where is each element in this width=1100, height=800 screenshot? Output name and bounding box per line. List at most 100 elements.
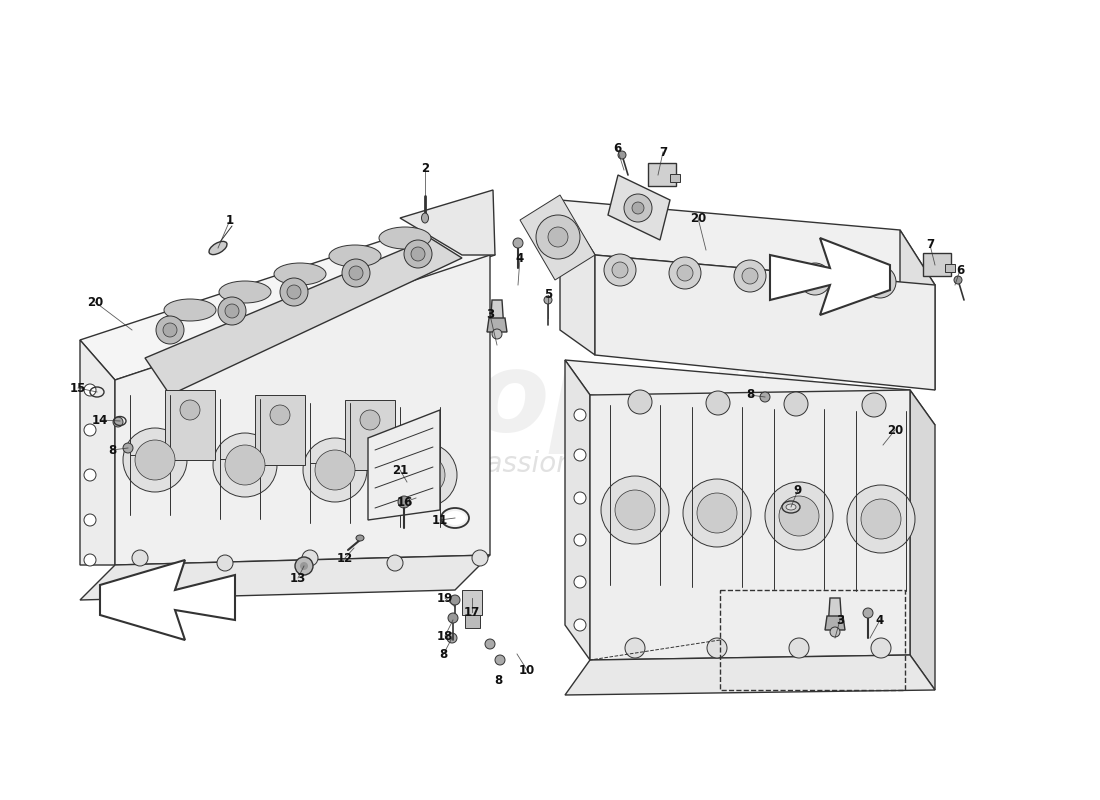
Circle shape [404,240,432,268]
Polygon shape [116,255,490,565]
Polygon shape [828,598,842,628]
Circle shape [217,555,233,571]
Polygon shape [165,390,214,460]
Polygon shape [487,318,507,332]
Ellipse shape [356,535,364,541]
Circle shape [807,271,823,287]
Circle shape [954,276,962,284]
Polygon shape [565,360,935,425]
Circle shape [625,638,645,658]
Ellipse shape [219,281,271,303]
Polygon shape [560,200,935,285]
Polygon shape [648,163,676,186]
Polygon shape [900,230,935,390]
Circle shape [544,296,552,304]
Text: 20: 20 [887,423,903,437]
Circle shape [349,266,363,280]
Ellipse shape [274,263,326,285]
Circle shape [697,493,737,533]
Circle shape [707,638,727,658]
Text: 17: 17 [464,606,480,618]
Polygon shape [945,264,955,272]
Text: europarts: europarts [265,346,879,454]
Circle shape [405,455,446,495]
Text: 4: 4 [876,614,884,626]
Circle shape [300,562,308,570]
Text: 4: 4 [516,251,524,265]
Circle shape [270,405,290,425]
Circle shape [213,433,277,497]
Bar [720,590,905,690]
Circle shape [226,304,239,318]
Circle shape [871,638,891,658]
Polygon shape [465,615,480,628]
Text: 6: 6 [613,142,621,154]
Circle shape [615,490,654,530]
Circle shape [513,238,522,248]
Circle shape [628,390,652,414]
Circle shape [604,254,636,286]
Circle shape [163,323,177,337]
Text: 19: 19 [437,591,453,605]
Text: 5: 5 [543,289,552,302]
Circle shape [132,550,148,566]
Text: 8: 8 [108,443,117,457]
Polygon shape [145,238,462,395]
Circle shape [872,274,888,290]
Circle shape [84,384,96,396]
Circle shape [536,215,580,259]
Circle shape [218,297,246,325]
Text: 8: 8 [439,649,447,662]
Ellipse shape [164,299,216,321]
Ellipse shape [444,511,466,525]
Polygon shape [608,175,670,240]
Circle shape [472,550,488,566]
Text: 10: 10 [519,663,535,677]
Circle shape [302,438,367,502]
Circle shape [864,266,896,298]
Text: 7: 7 [926,238,934,251]
Circle shape [669,257,701,289]
Circle shape [295,557,313,575]
Polygon shape [400,190,495,255]
Circle shape [574,449,586,461]
Circle shape [135,440,175,480]
Polygon shape [910,390,935,690]
Circle shape [226,445,265,485]
Circle shape [847,485,915,553]
Polygon shape [462,590,482,615]
Text: 20: 20 [87,295,103,309]
Circle shape [84,469,96,481]
Ellipse shape [421,213,429,223]
Polygon shape [670,174,680,182]
Ellipse shape [379,227,431,249]
Text: 13: 13 [290,571,306,585]
Circle shape [676,265,693,281]
Text: 8: 8 [746,389,755,402]
Circle shape [862,393,886,417]
Text: 11: 11 [432,514,448,526]
Circle shape [84,424,96,436]
Circle shape [548,227,568,247]
Polygon shape [255,395,305,465]
Circle shape [123,443,133,453]
Text: 1: 1 [226,214,234,226]
Circle shape [342,259,370,287]
Circle shape [789,638,808,658]
Text: 18: 18 [437,630,453,642]
Ellipse shape [209,242,227,254]
Circle shape [612,262,628,278]
Circle shape [601,476,669,544]
Circle shape [764,482,833,550]
Polygon shape [490,300,504,330]
Circle shape [779,496,820,536]
Circle shape [302,550,318,566]
Circle shape [830,627,840,637]
Text: 2: 2 [421,162,429,174]
Text: a passion for parts: a passion for parts [442,450,702,478]
Circle shape [574,409,586,421]
Circle shape [450,595,460,605]
Circle shape [624,194,652,222]
Circle shape [84,514,96,526]
Text: 8: 8 [494,674,502,686]
